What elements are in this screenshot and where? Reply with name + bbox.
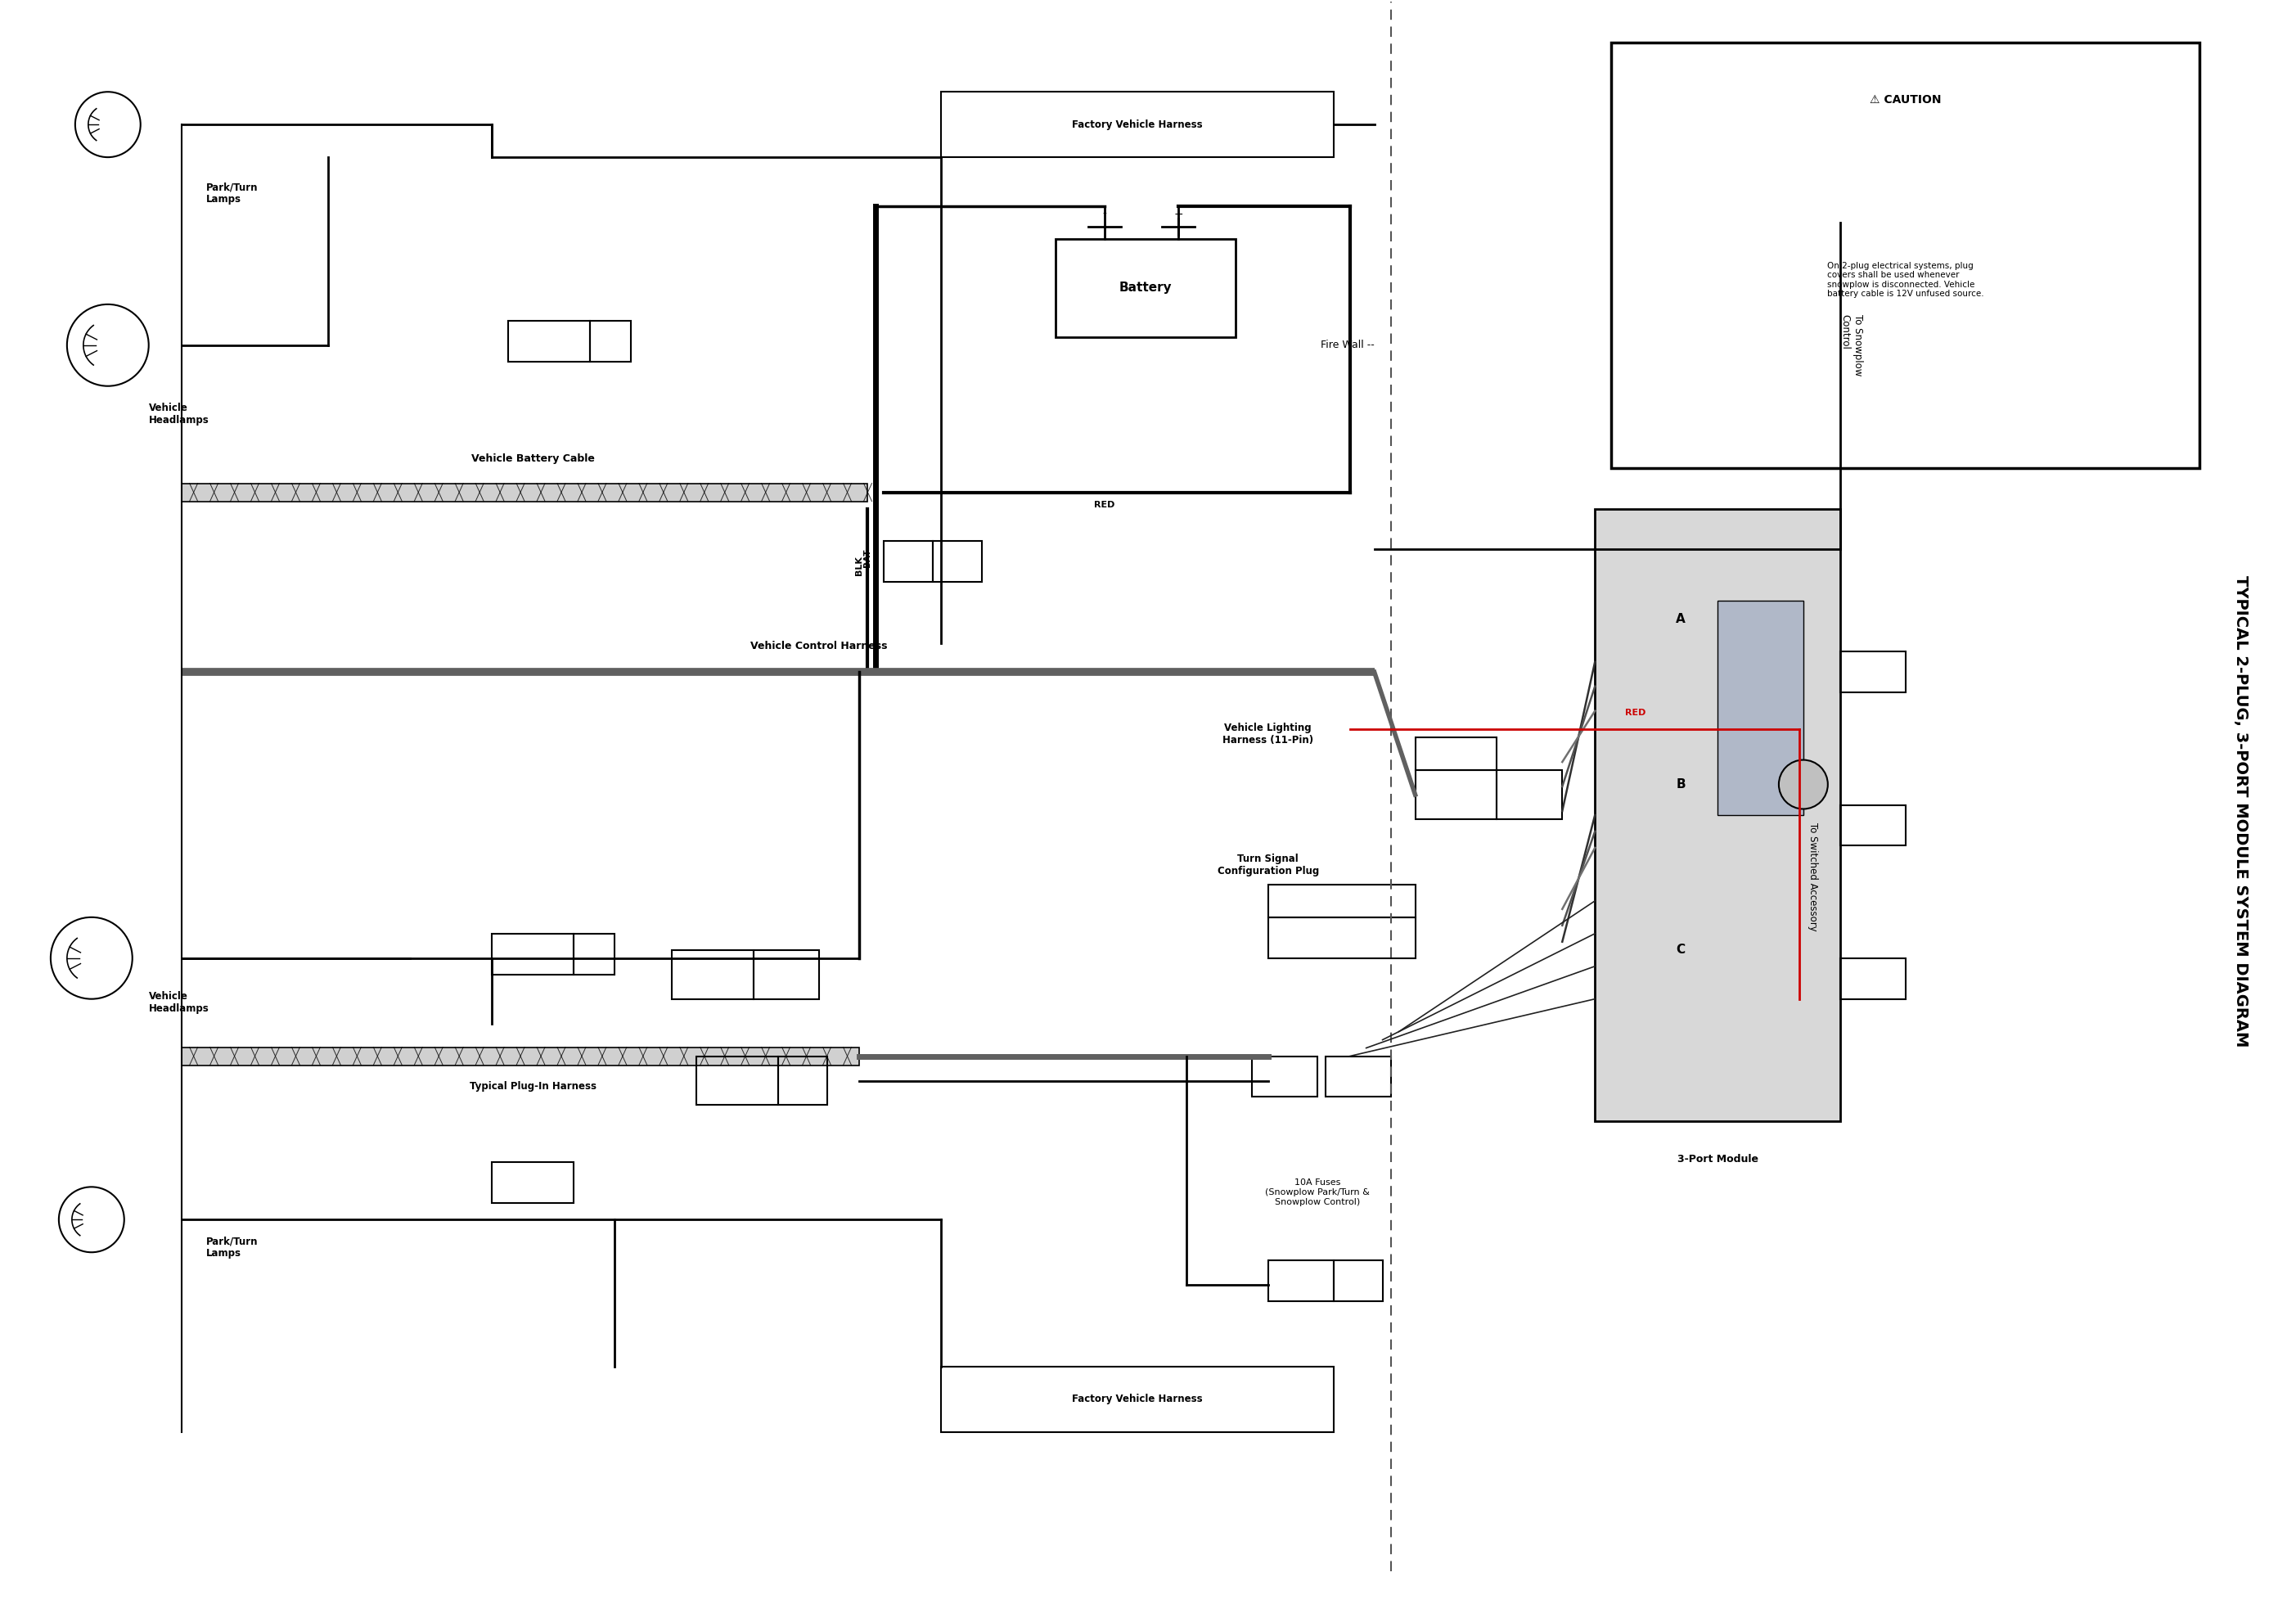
Bar <box>1267 1260 1334 1302</box>
Bar <box>673 950 753 998</box>
Bar <box>1325 1057 1391 1097</box>
Text: Vehicle Control Harness: Vehicle Control Harness <box>751 640 886 652</box>
Text: On 2-plug electrical systems, plug
covers shall be used whenever
snowplow is dis: On 2-plug electrical systems, plug cover… <box>1828 261 1984 298</box>
Bar <box>1839 805 1906 845</box>
Text: BAT: BAT <box>863 548 872 566</box>
Bar <box>932 542 983 582</box>
Text: Park/Turn
Lamps: Park/Turn Lamps <box>207 1236 257 1258</box>
Bar <box>1267 884 1414 918</box>
Text: 10A Fuses
(Snowplow Park/Turn &
Snowplow Control): 10A Fuses (Snowplow Park/Turn & Snowplow… <box>1265 1179 1368 1207</box>
Bar <box>884 542 932 582</box>
Text: 3-Port Module: 3-Port Module <box>1676 1155 1759 1165</box>
Bar <box>1612 44 2200 468</box>
Text: Fire Wall --: Fire Wall -- <box>1320 340 1375 350</box>
Circle shape <box>1779 760 1828 810</box>
Text: ⚠ CAUTION: ⚠ CAUTION <box>1869 94 1940 106</box>
Bar <box>491 1163 574 1203</box>
Text: Vehicle
Headlamps: Vehicle Headlamps <box>149 402 209 426</box>
Text: Park/Turn
Lamps: Park/Turn Lamps <box>207 182 257 205</box>
Text: To Switched Accessory: To Switched Accessory <box>1807 823 1818 931</box>
Bar <box>1267 918 1414 958</box>
Bar <box>1414 769 1497 819</box>
Text: A: A <box>1676 613 1685 626</box>
Bar <box>1717 600 1802 815</box>
Text: Vehicle Lighting
Harness (11-Pin): Vehicle Lighting Harness (11-Pin) <box>1224 723 1313 745</box>
Bar <box>1839 958 1906 998</box>
Bar <box>778 1057 827 1105</box>
Text: RED: RED <box>1095 500 1116 508</box>
Bar <box>1839 652 1906 692</box>
Text: C: C <box>1676 944 1685 957</box>
Text: Vehicle Battery Cable: Vehicle Battery Cable <box>471 453 595 463</box>
Bar <box>507 321 590 361</box>
Bar <box>181 1047 859 1065</box>
Bar <box>941 92 1334 156</box>
Bar <box>181 484 868 502</box>
Bar <box>696 1057 778 1105</box>
Text: B: B <box>1676 779 1685 790</box>
Bar <box>491 934 574 974</box>
Text: -: - <box>1102 208 1107 219</box>
Bar <box>1251 1057 1318 1097</box>
Text: RED: RED <box>1626 708 1646 718</box>
Bar <box>1414 737 1497 769</box>
Text: Factory Vehicle Harness: Factory Vehicle Harness <box>1072 1394 1203 1405</box>
Bar <box>590 321 631 361</box>
Text: Turn Signal
Configuration Plug: Turn Signal Configuration Plug <box>1217 853 1318 876</box>
Text: +: + <box>1173 208 1182 219</box>
Text: To Snowplow
Control: To Snowplow Control <box>1839 315 1862 376</box>
Text: Battery: Battery <box>1118 282 1171 294</box>
Text: Vehicle
Headlamps: Vehicle Headlamps <box>149 990 209 1013</box>
Text: TYPICAL 2-PLUG, 3-PORT MODULE SYSTEM DIAGRAM: TYPICAL 2-PLUG, 3-PORT MODULE SYSTEM DIA… <box>2232 576 2248 1047</box>
Bar <box>1056 239 1235 337</box>
Text: BLK: BLK <box>856 556 863 576</box>
Text: Factory Vehicle Harness: Factory Vehicle Harness <box>1072 119 1203 131</box>
Bar <box>1334 1260 1382 1302</box>
Bar <box>1497 769 1561 819</box>
Bar <box>574 934 615 974</box>
Bar <box>941 1366 1334 1432</box>
Bar <box>1596 508 1839 1121</box>
Text: Typical Plug-In Harness: Typical Plug-In Harness <box>468 1081 597 1092</box>
Bar <box>753 950 820 998</box>
